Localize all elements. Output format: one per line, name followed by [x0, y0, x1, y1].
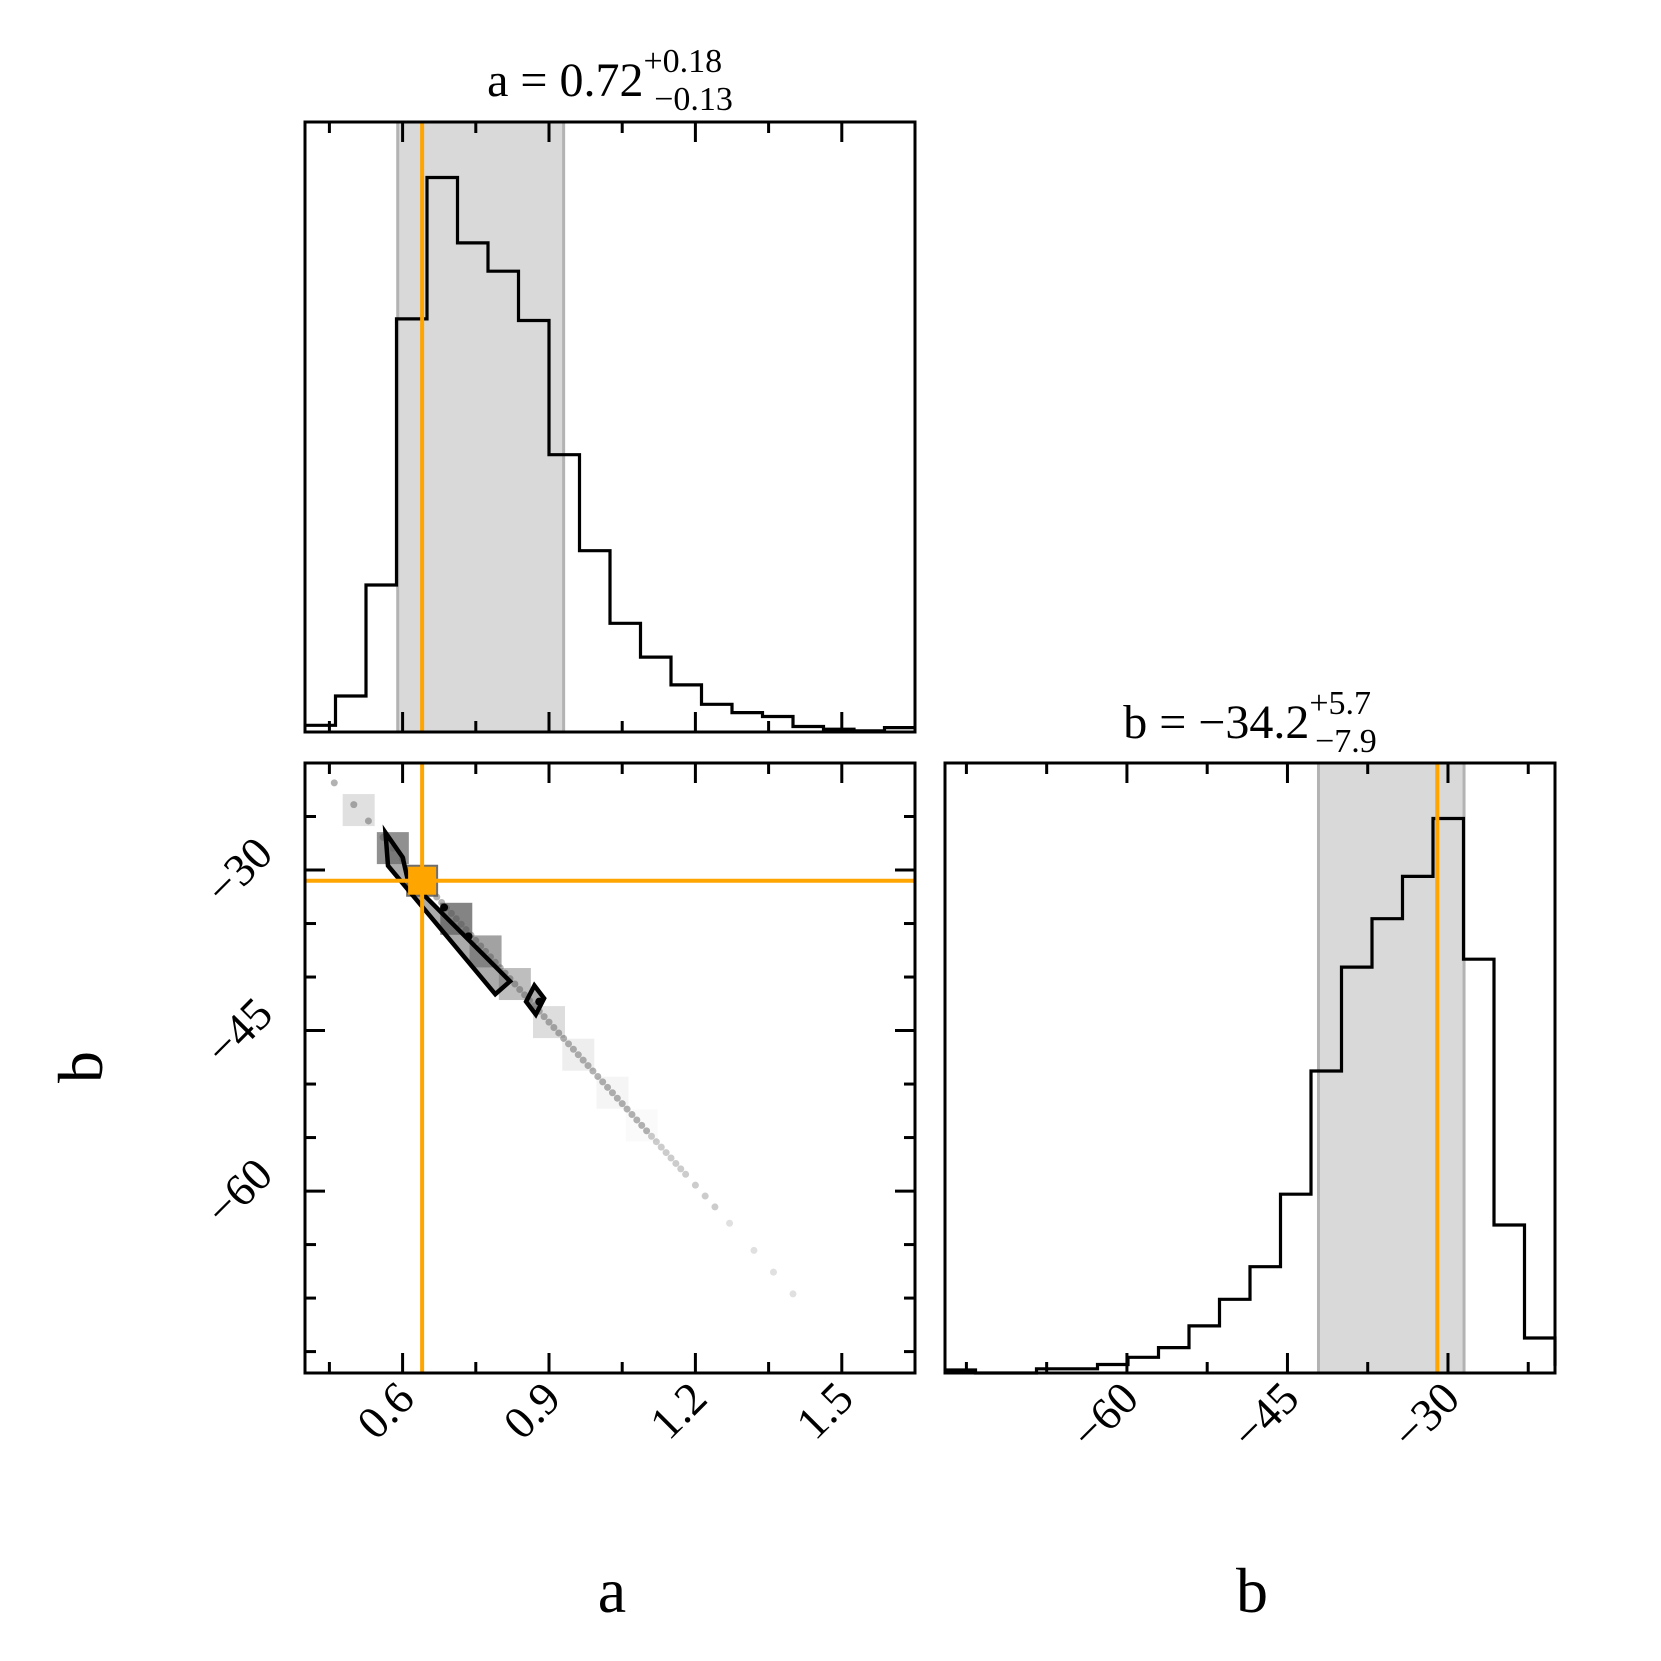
- joint-contours: [382, 824, 547, 1019]
- scatter-point: [545, 1018, 553, 1026]
- scatter-point: [594, 1072, 602, 1080]
- scatter-point: [652, 1138, 660, 1146]
- x-tick-label: 0.9: [493, 1372, 570, 1449]
- b-x-tick-labels: −60 −45 −30: [1061, 1372, 1469, 1459]
- density-cell: [562, 1038, 595, 1071]
- b-histogram-ticks: [964, 763, 1530, 1373]
- scatter-point: [457, 920, 465, 928]
- joint-frame: [303, 761, 917, 1375]
- scatter-point: [789, 1290, 797, 1298]
- a-title: a = 0.72+0.18 −0.13: [487, 43, 733, 118]
- contour-point: [464, 932, 473, 941]
- a-histogram-steps: [305, 175, 915, 733]
- a-histogram-frame: [303, 120, 917, 734]
- scatter-point: [618, 1100, 626, 1108]
- density-cell: [342, 794, 375, 827]
- scatter-point: [726, 1219, 734, 1227]
- scatter-point: [638, 1121, 646, 1129]
- x-tick-label: 0.6: [347, 1372, 424, 1449]
- scatter-point: [560, 1034, 568, 1042]
- y-axis-label-b: b: [45, 1051, 116, 1083]
- x-tick-label: −60: [1061, 1372, 1148, 1459]
- scatter-point: [350, 801, 358, 809]
- x-tick-label: 1.5: [786, 1372, 863, 1449]
- scatter-point: [516, 985, 524, 993]
- scatter-point: [540, 1013, 548, 1021]
- scatter-point: [569, 1045, 577, 1053]
- b-title: b = −34.2+5.7 −7.9: [1123, 685, 1377, 760]
- panel-a-b-joint: 0.6 0.9 1.2 1.5 −30 −45 −60 a b: [45, 761, 917, 1626]
- scatter-point: [364, 817, 372, 825]
- scatter-point: [447, 909, 455, 917]
- scatter-point: [613, 1094, 621, 1102]
- scatter-point: [657, 1143, 665, 1151]
- scatter-point: [628, 1111, 636, 1119]
- x-axis-label-a: a: [598, 1555, 626, 1626]
- x-tick-label: −45: [1222, 1372, 1309, 1459]
- y-tick-label: −45: [195, 988, 282, 1075]
- scatter-point: [623, 1105, 631, 1113]
- b-histogram-steps: [945, 816, 1557, 1375]
- joint-x-tick-labels: 0.6 0.9 1.2 1.5: [347, 1372, 863, 1449]
- panel-b-histogram: −60 −45 −30 b = −34.2+5.7 −7.9 b: [943, 685, 1557, 1626]
- x-tick-label: −30: [1382, 1372, 1469, 1459]
- panel-a-histogram: a = 0.72+0.18 −0.13: [303, 43, 917, 734]
- scatter-point: [599, 1078, 607, 1086]
- scatter-point: [589, 1067, 597, 1075]
- contour-outer: [382, 824, 514, 998]
- scatter-point: [750, 1246, 758, 1254]
- a-credible-interval: [396, 120, 566, 734]
- density-cell: [596, 1076, 629, 1109]
- scatter-point: [584, 1062, 592, 1070]
- scatter-point: [550, 1024, 558, 1032]
- scatter-point: [579, 1056, 587, 1064]
- scatter-point: [662, 1149, 670, 1157]
- y-tick-label: −60: [195, 1148, 282, 1235]
- scatter-point: [462, 926, 470, 934]
- contour-point: [535, 997, 544, 1006]
- scatter-point: [433, 893, 441, 901]
- scatter-point: [330, 779, 338, 787]
- scatter-point: [452, 915, 460, 923]
- scatter-point: [711, 1203, 719, 1211]
- y-tick-label: −30: [195, 827, 282, 914]
- joint-truth-marker: [408, 866, 437, 895]
- scatter-point: [672, 1159, 680, 1167]
- scatter-point: [565, 1040, 573, 1048]
- scatter-point: [677, 1165, 685, 1173]
- scatter-point: [643, 1127, 651, 1135]
- x-tick-label: 1.2: [640, 1372, 717, 1449]
- scatter-point: [608, 1089, 616, 1097]
- scatter-point: [667, 1154, 675, 1162]
- scatter-point: [511, 980, 519, 988]
- scatter-point: [769, 1268, 777, 1276]
- scatter-point: [555, 1029, 563, 1037]
- scatter-point: [691, 1181, 699, 1189]
- contour-point: [440, 903, 449, 912]
- b-histogram-frame: [943, 761, 1557, 1375]
- x-axis-label-b: b: [1236, 1555, 1268, 1626]
- scatter-point: [604, 1083, 612, 1091]
- joint-y-tick-labels: −30 −45 −60: [195, 827, 282, 1235]
- scatter-point: [647, 1132, 655, 1140]
- scatter-point: [574, 1051, 582, 1059]
- scatter-point: [682, 1170, 690, 1178]
- scatter-point: [701, 1192, 709, 1200]
- scatter-point: [633, 1116, 641, 1124]
- contour-inner: [523, 981, 547, 1019]
